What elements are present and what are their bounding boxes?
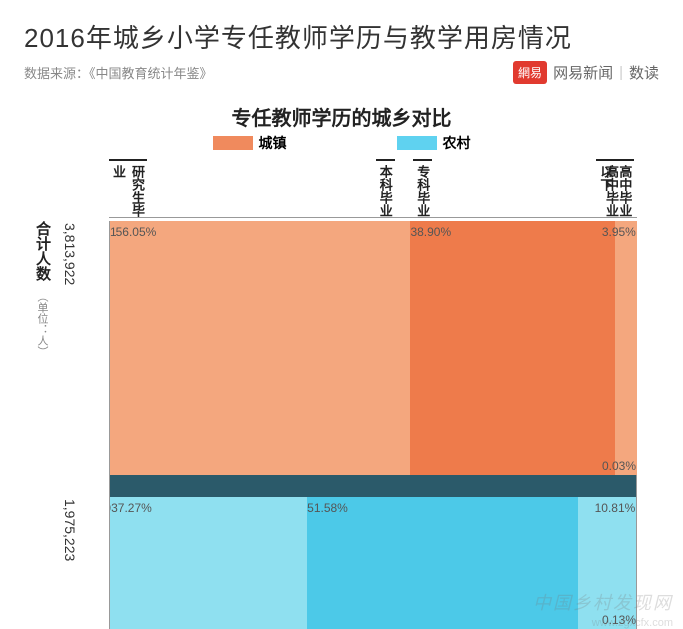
seg-label: 51.58% [307,501,348,515]
y-axis-label: 合计人数 [32,221,53,281]
brand-section: 数读 [629,62,659,83]
seg-urban-hs [615,221,636,475]
seg-label: 3.95% [602,225,636,239]
page-title: 2016年城乡小学专任教师学历与教学用房情况 [24,18,659,55]
watermark: 中国乡村发现网 [533,589,673,615]
seg-label: 38.90% [410,225,451,239]
chart-plot: 1.07%56.05%38.90%3.95%0.03%0.21%37.27%51… [109,221,637,629]
category-labels: 研究生毕业本科毕业专科毕业高中毕业高中毕业以下 [109,159,637,221]
seg-label: 37.27% [111,501,152,515]
data-source: 数据来源：《中国教育统计年鉴》 [24,63,213,82]
y-axis-unit: （单位：人） [34,291,50,357]
row-urban: 1.07%56.05%38.90%3.95%0.03% [110,221,636,475]
watermark-url: www.zgxcfx.com [592,617,673,629]
brand-name: 网易新闻 [553,62,613,83]
source-row: 数据来源：《中国教育统计年鉴》 網易 网易新闻 | 数读 [24,61,659,84]
category-label-assoc: 专科毕业 [413,159,432,217]
seg-label: 10.81% [595,501,636,515]
seg-urban-assoc [410,221,615,475]
seg-label: 0.03% [602,459,636,473]
category-label-bachelor: 本科毕业 [376,159,395,217]
seg-rural-bachelor [111,497,307,629]
legend-rural: 农村 [397,133,471,153]
category-label-grad: 研究生毕业 [109,159,147,221]
legend-swatch-rural [397,136,437,150]
legend-label-urban: 城镇 [259,133,287,153]
brand-separator: | [619,64,623,81]
chart-area: 研究生毕业本科毕业专科毕业高中毕业高中毕业以下 合计人数 （单位：人） 3,81… [24,159,659,629]
y-total-rural: 1,975,223 [62,499,78,561]
chart-title: 专任教师学历的城乡对比 [24,102,659,131]
y-axis: 合计人数 （单位：人） 3,813,922 1,975,223 [24,221,109,629]
y-total-urban: 3,813,922 [62,223,78,285]
seg-urban-bachelor [116,221,411,475]
seg-label: 56.05% [116,225,157,239]
brand-badge-icon: 網易 [513,61,547,84]
category-label-below: 高中毕业以下 [596,159,634,221]
brand: 網易 网易新闻 | 数读 [513,61,659,84]
row-gap [110,475,636,497]
legend-urban: 城镇 [213,133,287,153]
legend-label-rural: 农村 [443,133,471,153]
chart-legend: 城镇 农村 [24,133,659,153]
legend-swatch-urban [213,136,253,150]
